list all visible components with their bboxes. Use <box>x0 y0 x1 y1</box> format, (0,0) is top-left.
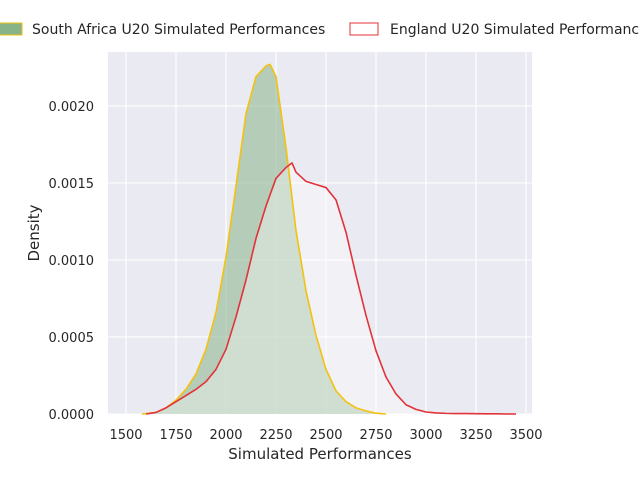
x-tick-label: 2250 <box>259 428 292 443</box>
x-tick-label: 1750 <box>159 428 192 443</box>
legend-label-south-africa: South Africa U20 Simulated Performances <box>32 22 325 38</box>
y-axis-label: Density <box>25 204 43 261</box>
legend-swatch-south-africa <box>0 22 23 36</box>
density-line-england <box>145 162 516 415</box>
x-tick-label: 2750 <box>359 428 392 443</box>
y-tick-label: 0.0005 <box>49 331 95 346</box>
y-tick-label: 0.0010 <box>49 254 95 269</box>
y-tick-label: 0.0020 <box>49 100 95 115</box>
density-area-england <box>146 162 516 414</box>
density-line-south-africa <box>141 63 387 415</box>
x-axis-label: Simulated Performances <box>228 445 412 463</box>
series-layer <box>141 63 516 415</box>
y-tick-label: 0.0015 <box>49 177 95 192</box>
legend-swatch-england <box>349 22 379 36</box>
x-tick-label: 2000 <box>209 428 242 443</box>
x-axis-ticks: 1500 1750 2000 2250 2500 2750 3000 3250 3500 <box>109 428 542 443</box>
density-area-south-africa <box>142 64 386 414</box>
y-axis-ticks: 0.0000 0.0005 0.0010 0.0015 0.0020 <box>49 100 95 423</box>
x-tick-label: 2500 <box>309 428 342 443</box>
legend-label-england: England U20 Simulated Performances <box>390 22 640 38</box>
x-tick-label: 3000 <box>409 428 442 443</box>
x-tick-label: 3500 <box>509 428 542 443</box>
y-tick-label: 0.0000 <box>49 408 95 423</box>
x-tick-label: 3250 <box>459 428 492 443</box>
legend: South Africa U20 Simulated Performances … <box>0 22 640 38</box>
x-tick-label: 1500 <box>109 428 142 443</box>
